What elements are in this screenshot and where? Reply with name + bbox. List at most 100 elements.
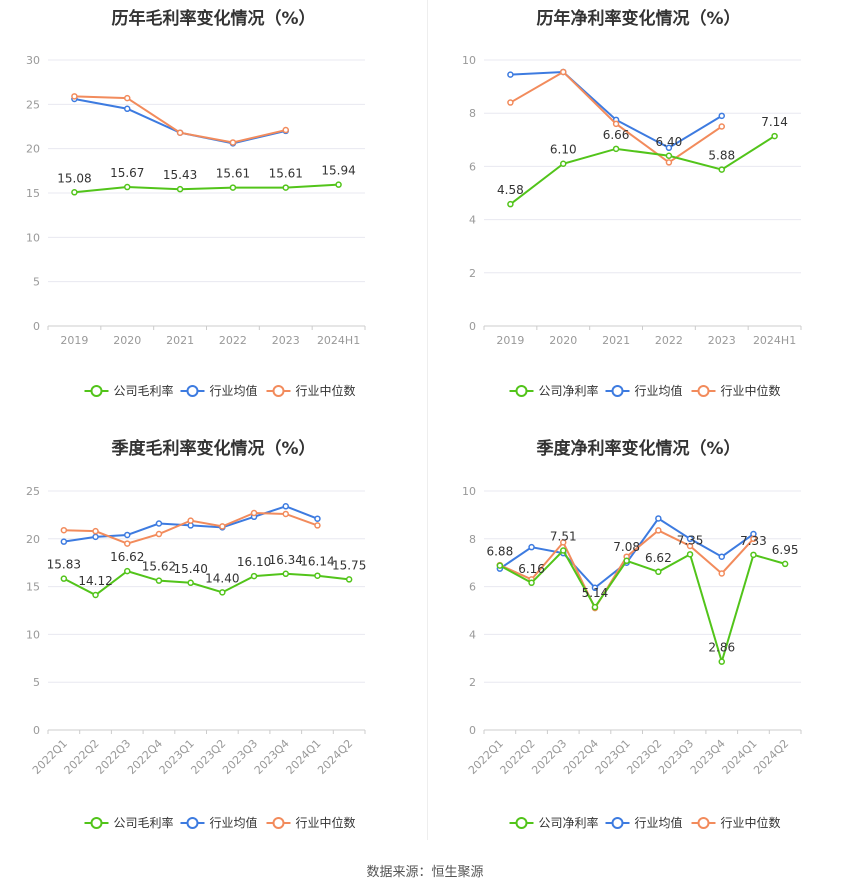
legend-label: 行业均值: [210, 383, 258, 398]
data-point: [250, 572, 258, 580]
chart-canvas: 0 2 4 6 8 10 2019 2020 2021 2022 2023 2024H1 4.58 6.1…: [462, 54, 802, 398]
data-point: [124, 531, 131, 539]
y-tick-label: 25: [26, 98, 40, 111]
y-tick-label: 4: [469, 214, 476, 227]
data-point: [282, 503, 289, 510]
y-tick-label: 10: [462, 54, 476, 67]
data-point: [665, 159, 673, 166]
chart-canvas: 02468102022Q12022Q22022Q32022Q42023Q1202…: [462, 485, 802, 830]
data-label: 15.67: [110, 166, 144, 180]
y-tick-label: 10: [462, 485, 476, 498]
data-point: [718, 112, 725, 120]
legend-marker: [515, 817, 528, 829]
data-point: [686, 535, 694, 543]
legend-marker: [611, 385, 624, 397]
data-point: [718, 123, 725, 130]
data-label: 6.10: [550, 143, 577, 157]
data-point: [92, 591, 99, 599]
y-tick-label: 2: [469, 267, 476, 280]
data-point: [314, 522, 321, 529]
data-point: [282, 570, 289, 578]
data-label: 7.35: [677, 533, 704, 547]
y-tick-label: 4: [469, 628, 476, 641]
legend-label: 公司毛利率: [114, 815, 174, 830]
legend-label: 公司净利率: [539, 815, 599, 830]
legend-label: 公司净利率: [539, 383, 599, 398]
y-tick-label: 5: [33, 276, 40, 289]
data-point: [124, 105, 131, 113]
x-tick-label: 2022: [655, 334, 683, 347]
y-tick-label: 5: [33, 676, 40, 689]
chart-title: 历年净利率变化情况（%）: [536, 9, 741, 29]
data-label: 6.66: [603, 128, 630, 142]
data-point: [250, 509, 258, 517]
data-point: [686, 551, 694, 558]
data-point: [187, 579, 194, 587]
data-label: 7.14: [761, 115, 788, 129]
data-point: [507, 200, 514, 208]
data-point: [781, 560, 789, 568]
y-tick-label: 6: [469, 160, 476, 173]
legend-marker: [272, 817, 285, 829]
data-point: [750, 535, 757, 543]
x-tick-label: 2020: [549, 334, 577, 347]
data-point: [155, 530, 163, 538]
data-point: [124, 540, 131, 547]
y-tick-label: 10: [26, 231, 40, 244]
data-label: 16.10: [237, 555, 271, 569]
data-point: [507, 71, 514, 78]
legend-marker: [272, 385, 285, 397]
x-tick-label: 2020: [113, 334, 141, 347]
data-label: 6.16: [518, 562, 545, 576]
data-point: [591, 603, 599, 611]
data-label: 16.34: [269, 553, 303, 567]
data-point: [219, 589, 226, 596]
data-label: 6.88: [486, 545, 513, 559]
data-source: 数据来源：恒生聚源: [366, 865, 484, 880]
data-point: [507, 99, 514, 106]
data-label: 15.62: [142, 560, 176, 574]
x-tick-label: 2019: [496, 334, 524, 347]
legend-label: 行业中位数: [721, 383, 781, 398]
x-tick-label: 2024H1: [753, 334, 796, 347]
y-tick-label: 15: [26, 187, 40, 200]
panel-divider: [427, 0, 428, 840]
chart-title: 季度毛利率变化情况（%）: [111, 439, 316, 459]
data-point: [560, 539, 567, 546]
data-point: [71, 189, 78, 196]
data-point: [124, 94, 131, 102]
data-point: [229, 184, 237, 191]
data-label: 14.12: [78, 574, 112, 588]
data-label: 15.08: [57, 171, 91, 185]
data-label: 5.14: [582, 586, 609, 600]
y-tick-label: 25: [26, 485, 40, 498]
data-point: [623, 557, 630, 565]
data-point: [92, 527, 99, 535]
legend-label: 行业均值: [635, 383, 683, 398]
legend-label: 公司毛利率: [114, 383, 174, 398]
data-point: [92, 533, 99, 541]
data-point: [155, 577, 163, 584]
data-label: 15.75: [332, 558, 366, 572]
data-label: 15.61: [216, 167, 250, 181]
data-point: [496, 562, 504, 569]
x-tick-label: 2022: [219, 334, 247, 347]
chart-title: 季度净利率变化情况（%）: [536, 439, 741, 459]
data-point: [187, 517, 194, 524]
series-line: [509, 135, 776, 205]
data-point: [176, 185, 184, 193]
legend-marker: [697, 817, 710, 829]
data-label: 16.14: [300, 555, 334, 569]
data-point: [718, 658, 725, 665]
legend-marker: [611, 817, 624, 829]
series-line: [74, 183, 339, 194]
y-tick-label: 2: [469, 676, 476, 689]
x-tick-label: 2023: [708, 334, 736, 347]
legend-marker: [90, 385, 103, 397]
data-label: 6.62: [645, 551, 672, 565]
data-point: [612, 120, 620, 128]
data-point: [771, 132, 778, 140]
data-point: [314, 515, 321, 522]
x-tick-label: 2024Q2: [315, 737, 355, 777]
quarterly-net-margin-chart: 季度净利率变化情况（%） 0 2 4 6 8 10 2022Q1 2022Q2 2022Q3 20…: [427, 430, 850, 850]
